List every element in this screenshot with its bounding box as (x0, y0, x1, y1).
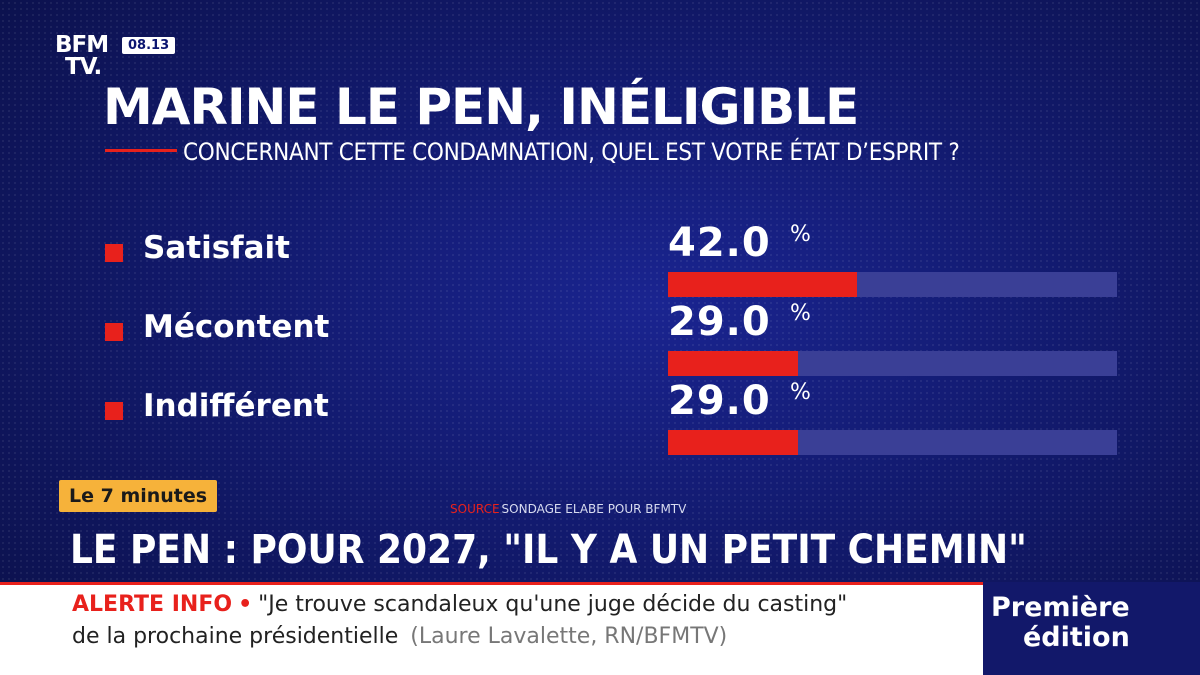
source-text: SONDAGE ELABE POUR BFMTV (501, 502, 687, 516)
alert-label: ALERTE INFO (72, 592, 233, 617)
news-ticker: ALERTE INFO • "Je trouve scandaleux qu'une… (0, 582, 983, 675)
percent-sign: % (790, 301, 811, 326)
brand-line1: Première (991, 592, 1130, 623)
ticker-credit: (Laure Lavalette, RN/BFMTV) (410, 624, 728, 649)
ticker-quote-2: de la prochaine présidentielle (72, 624, 399, 649)
chart-title: MARINE LE PEN, INÉLIGIBLE (103, 78, 859, 136)
ticker-accent (0, 582, 983, 585)
program-brand: Première édition (983, 582, 1200, 675)
legend-square (105, 323, 123, 341)
program-tag: Le 7 minutes (59, 480, 218, 512)
value-label: 29.0 (668, 299, 771, 345)
legend-square (105, 244, 123, 262)
brand-line2: édition (1023, 622, 1130, 653)
headline: LE PEN : POUR 2027, "IL Y A UN PETIT CHE… (70, 527, 1027, 573)
chart-row: Mécontent 29.0 % (0, 299, 1200, 389)
bar (668, 430, 799, 455)
ticker-line2: de la prochaine présidentielle (Laure Lav… (72, 624, 727, 649)
ticker-quote-1: "Je trouve scandaleux qu'une juge décide… (258, 592, 848, 617)
logo-line2: TV. (65, 54, 102, 80)
bar-track (668, 272, 1117, 297)
clock: 08.13 (122, 37, 176, 54)
title-accent-line (105, 149, 177, 152)
source-label: SOURCE (450, 502, 500, 516)
logo-line1: BFM (55, 32, 109, 58)
ticker-line1: ALERTE INFO • "Je trouve scandaleux qu'une… (72, 592, 847, 617)
bar (668, 272, 857, 297)
category-label: Mécontent (143, 309, 330, 345)
bar-track (668, 351, 1117, 376)
chart-subtitle: CONCERNANT CETTE CONDAMNATION, QUEL EST … (183, 138, 960, 166)
alert-separator: • (238, 592, 253, 617)
value-label: 42.0 (668, 220, 771, 266)
percent-sign: % (790, 380, 811, 405)
bar (668, 351, 799, 376)
legend-square (105, 402, 123, 420)
category-label: Satisfait (143, 230, 290, 266)
chart-row: Indifférent 29.0 % (0, 378, 1200, 468)
percent-sign: % (790, 222, 811, 247)
source-note: SOURCE SONDAGE ELABE POUR BFMTV (450, 502, 686, 516)
chart-row: Satisfait 42.0 % (0, 220, 1200, 310)
value-label: 29.0 (668, 378, 771, 424)
category-label: Indifférent (143, 388, 329, 424)
channel-logo: BFM TV. (55, 32, 109, 80)
bar-track (668, 430, 1117, 455)
